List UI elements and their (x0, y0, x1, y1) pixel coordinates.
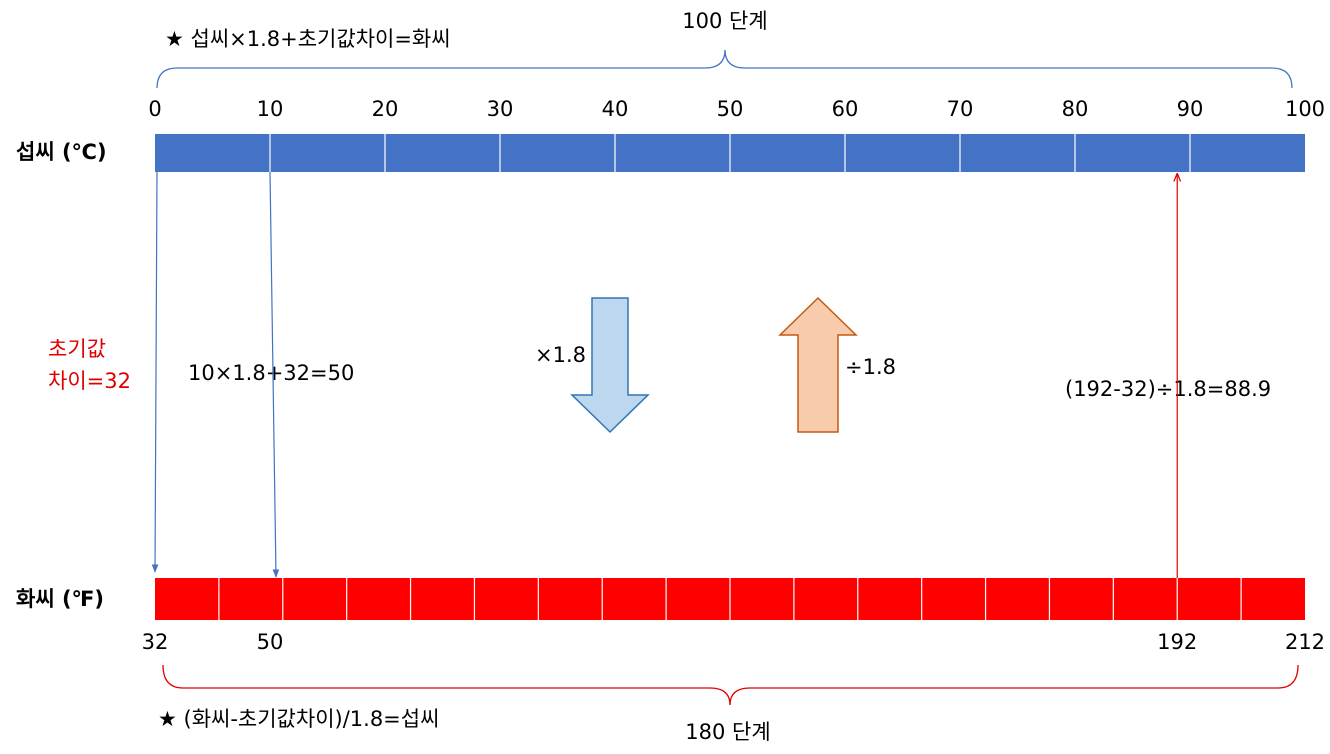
fahrenheit-steps: 180 단계 (685, 720, 770, 744)
multiply-label: ×1.8 (535, 343, 586, 367)
celsius-tick-label: 50 (717, 97, 744, 121)
fahrenheit-tick-label: 32 (142, 630, 169, 654)
celsius-tick-label: 0 (148, 97, 161, 121)
example-c-to-f: 10×1.8+32=50 (188, 361, 354, 385)
celsius-steps: 100 단계 (682, 9, 767, 33)
celsius-tick-label: 10 (257, 97, 284, 121)
fahrenheit-tick-label: 50 (257, 630, 284, 654)
celsius-tick-label: 40 (602, 97, 629, 121)
celsius-tick-label: 60 (832, 97, 859, 121)
celsius-tick-label: 100 (1285, 97, 1325, 121)
celsius-tick-label: 80 (1062, 97, 1089, 121)
celsius-tick-label: 20 (372, 97, 399, 121)
offset-line: 초기값 (48, 337, 106, 361)
celsius-tick-label: 30 (487, 97, 514, 121)
fahrenheit-label: 화씨 (℉) (16, 587, 104, 611)
example-arrow (269, 171, 280, 578)
divide-label: ÷1.8 (845, 355, 896, 379)
celsius-label: 섭씨 (℃) (16, 140, 107, 164)
offset-arrow (151, 171, 159, 573)
brace-bottom (162, 664, 1299, 706)
offset-line: 차이=32 (48, 369, 131, 393)
formula-bottom: ★ (화씨-초기값차이)/1.8=섭씨 (158, 707, 439, 731)
celsius-tick-label: 70 (947, 97, 974, 121)
multiply-arrow (570, 297, 650, 434)
fahrenheit-tick-label: 212 (1285, 630, 1325, 654)
brace-top (156, 49, 1293, 89)
example-f-to-c: (192-32)÷1.8=88.9 (1065, 377, 1271, 401)
divide-arrow (778, 296, 858, 433)
fahrenheit-tick-label: 192 (1157, 630, 1197, 654)
formula-top: ★ 섭씨×1.8+초기값차이=화씨 (165, 27, 451, 51)
celsius-tick-label: 90 (1177, 97, 1204, 121)
